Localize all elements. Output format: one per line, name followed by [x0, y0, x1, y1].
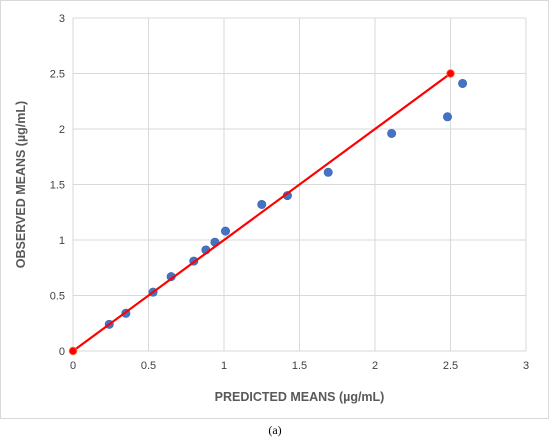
reference-line-marker [68, 346, 78, 356]
x-tick-label: 0.5 [141, 360, 156, 372]
y-tick-label: 2 [59, 124, 65, 136]
reference-line [72, 72, 452, 352]
y-tick-label: 1.5 [50, 180, 65, 192]
reference-line-marker [446, 69, 455, 78]
y-tick-label: 3 [59, 13, 65, 25]
y-tick-label: 0.5 [50, 291, 65, 303]
data-point [221, 226, 231, 236]
data-point [458, 78, 468, 88]
scatter-chart: 0 0.5 1 1.5 2 2.5 3 0 0.5 1 1.5 2 2.5 3 PREDICTED MEAN… [14, 13, 529, 404]
chart-frame [0, 0, 549, 419]
data-point [387, 128, 397, 138]
data-point [442, 112, 452, 122]
figure-caption: (a) [268, 423, 282, 437]
data-point [323, 167, 333, 177]
x-tick-label: 1 [221, 360, 227, 372]
x-tick-label: 3 [523, 360, 529, 372]
y-tick-label: 0 [59, 346, 65, 358]
x-tick-label: 0 [70, 360, 76, 372]
x-tick-label: 1.5 [292, 360, 307, 372]
x-tick-label: 2.5 [443, 360, 458, 372]
y-axis-title: OBSERVED MEANS (µg/mL) [14, 101, 28, 268]
x-axis-title: PREDICTED MEANS (µg/mL) [215, 390, 385, 404]
x-tick-label: 2 [372, 360, 378, 372]
data-point [257, 199, 267, 209]
y-tick-label: 1 [59, 235, 65, 247]
y-tick-label: 2.5 [50, 69, 65, 81]
